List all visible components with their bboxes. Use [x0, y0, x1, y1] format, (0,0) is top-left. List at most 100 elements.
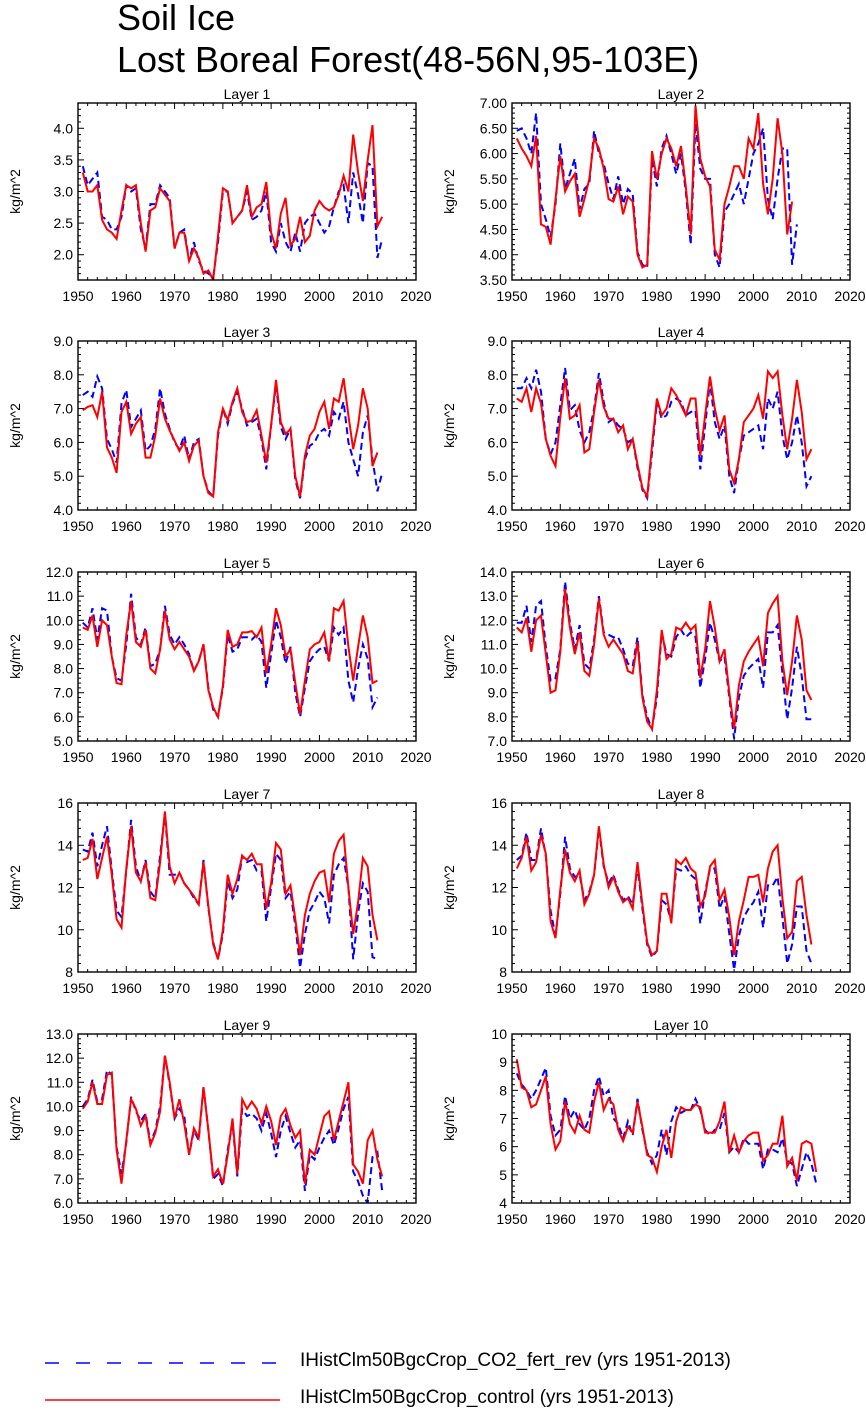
- y-axis-label: kg/m^2: [7, 403, 23, 448]
- plot-frame: [511, 340, 851, 511]
- y-tick-label: 9: [499, 1054, 507, 1070]
- x-tick-label: 2010: [786, 1211, 817, 1227]
- y-tick-label: 5: [499, 1167, 507, 1183]
- y-tick-label: 7: [499, 1111, 507, 1127]
- y-tick-label: 4: [499, 1195, 507, 1211]
- y-tick-label: 9.0: [54, 636, 74, 652]
- y-axis-label: kg/m^2: [441, 1096, 457, 1141]
- x-tick-label: 1990: [690, 1211, 721, 1227]
- x-tick-label: 2000: [304, 749, 335, 765]
- x-tick-label: 1980: [641, 518, 672, 534]
- y-tick-label: 5.0: [488, 468, 508, 484]
- y-tick-label: 10.0: [46, 612, 73, 628]
- y-tick-label: 5.00: [480, 196, 507, 212]
- y-tick-label: 14: [491, 837, 507, 853]
- y-tick-label: 3.0: [54, 184, 74, 200]
- series-line-co2-fert-rev: [515, 1067, 818, 1187]
- y-tick-label: 4.0: [54, 502, 74, 518]
- y-tick-label: 6.00: [480, 146, 507, 162]
- y-tick-label: 12: [57, 880, 73, 896]
- y-tick-label: 4.0: [54, 120, 74, 136]
- legend-solid-line: [45, 1399, 280, 1401]
- y-tick-label: 14.0: [480, 564, 507, 580]
- x-tick-label: 1970: [159, 980, 190, 996]
- y-tick-label: 12: [491, 880, 507, 896]
- y-tick-label: 2.0: [54, 247, 74, 263]
- x-tick-label: 1970: [159, 1211, 190, 1227]
- x-tick-label: 1970: [593, 288, 624, 304]
- x-tick-label: 1950: [62, 980, 93, 996]
- y-tick-label: 6: [499, 1139, 507, 1155]
- series-line-control: [82, 377, 379, 499]
- y-tick-label: 7.0: [488, 733, 508, 749]
- y-axis-label: kg/m^2: [441, 865, 457, 910]
- x-tick-label: 1950: [62, 518, 93, 534]
- x-tick-label: 1990: [256, 1211, 287, 1227]
- x-tick-label: 1990: [256, 980, 287, 996]
- x-tick-label: 2000: [738, 1211, 769, 1227]
- figure-title-line-1: Soil Ice: [117, 0, 236, 38]
- x-tick-label: 1960: [111, 980, 142, 996]
- y-axis-label: kg/m^2: [441, 403, 457, 448]
- x-tick-label: 1950: [62, 749, 93, 765]
- x-tick-label: 1960: [545, 1211, 576, 1227]
- x-tick-label: 1950: [62, 1211, 93, 1227]
- x-tick-label: 1990: [690, 288, 721, 304]
- series-line-co2-fert-rev: [516, 581, 812, 739]
- chart-panel-5: Layer 5 kg/m^2 1950 1960 1970 1980 1990 2000 201…: [7, 555, 432, 765]
- x-tick-label: 1990: [256, 518, 287, 534]
- x-tick-label: 2020: [834, 1211, 865, 1227]
- y-tick-label: 7.0: [488, 401, 508, 417]
- x-tick-label: 2020: [834, 288, 865, 304]
- x-tick-label: 2020: [834, 749, 865, 765]
- x-tick-label: 1990: [256, 288, 287, 304]
- x-tick-label: 2010: [352, 980, 383, 996]
- x-tick-label: 2020: [400, 980, 431, 996]
- x-tick-label: 2000: [304, 1211, 335, 1227]
- y-tick-label: 10: [57, 922, 73, 938]
- x-tick-label: 1970: [593, 980, 624, 996]
- y-tick-label: 9.0: [54, 333, 74, 349]
- chart-title: Layer 10: [654, 1017, 709, 1033]
- x-tick-label: 1960: [111, 1211, 142, 1227]
- chart-panel-6: Layer 6 kg/m^2 1950 1960 1970 1980 1990 2000 201…: [441, 555, 866, 765]
- x-tick-label: 2010: [352, 1211, 383, 1227]
- y-tick-label: 8: [499, 1082, 507, 1098]
- y-tick-label: 9.0: [54, 1123, 74, 1139]
- x-tick-label: 1980: [207, 1211, 238, 1227]
- x-tick-label: 2010: [786, 980, 817, 996]
- chart-panel-9: Layer 9 kg/m^2 1950 1960 1970 1980 1990 2000 201…: [7, 1017, 432, 1227]
- y-tick-label: 12.0: [480, 612, 507, 628]
- legend-label-co2-fert-rev: IHistClm50BgcCrop_CO2_fert_rev (yrs 1951…: [300, 1350, 731, 1371]
- y-tick-label: 7.00: [480, 95, 507, 111]
- chart-title: Layer 7: [224, 786, 271, 802]
- x-tick-label: 2000: [304, 980, 335, 996]
- plot-frame: [77, 1033, 417, 1204]
- y-tick-label: 16: [491, 795, 507, 811]
- y-tick-label: 13.0: [480, 588, 507, 604]
- x-tick-label: 2020: [834, 518, 865, 534]
- x-tick-label: 1980: [207, 980, 238, 996]
- chart-title: Layer 2: [658, 86, 705, 102]
- chart-panel-8: Layer 8 kg/m^2 1950 1960 1970 1980 1990 2000 201…: [441, 786, 866, 996]
- chart-title: Layer 5: [224, 555, 271, 571]
- y-tick-label: 5.50: [480, 171, 507, 187]
- y-tick-label: 6.0: [54, 709, 74, 725]
- series-line-control: [81, 1055, 384, 1185]
- plot-frame: [511, 102, 851, 281]
- x-tick-label: 2010: [786, 518, 817, 534]
- x-tick-label: 1950: [496, 288, 527, 304]
- x-tick-label: 1980: [641, 288, 672, 304]
- x-tick-label: 1970: [159, 749, 190, 765]
- y-tick-label: 4.0: [488, 502, 508, 518]
- series-line-control: [515, 105, 794, 269]
- series-line-control: [81, 124, 384, 280]
- x-tick-label: 2000: [738, 288, 769, 304]
- x-tick-label: 1980: [641, 980, 672, 996]
- x-tick-label: 2020: [400, 518, 431, 534]
- x-tick-label: 1990: [690, 980, 721, 996]
- series-line-control: [515, 826, 813, 957]
- x-tick-label: 2010: [352, 288, 383, 304]
- y-tick-label: 11.0: [47, 1074, 73, 1090]
